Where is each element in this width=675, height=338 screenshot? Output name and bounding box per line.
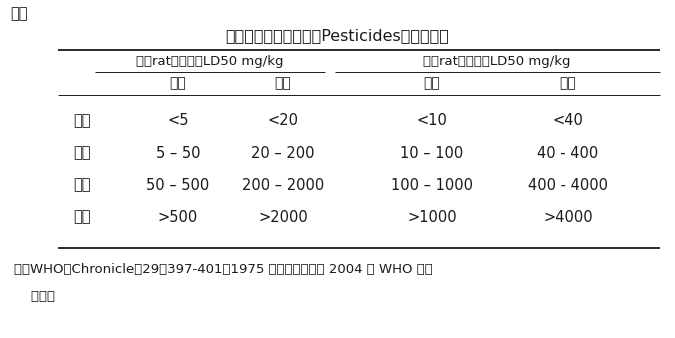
Text: <20: <20 [267, 114, 298, 128]
Text: 鼠（rat）經口服LD50 mg/kg: 鼠（rat）經口服LD50 mg/kg [136, 54, 284, 68]
Text: <5: <5 [167, 114, 189, 128]
Text: >1000: >1000 [407, 210, 457, 224]
Text: 指引。: 指引。 [14, 290, 55, 303]
Text: <10: <10 [416, 114, 448, 128]
Text: 40 - 400: 40 - 400 [537, 145, 599, 161]
Text: 高毒: 高毒 [73, 145, 90, 161]
Text: 極毒: 極毒 [73, 114, 90, 128]
Text: 50 – 500: 50 – 500 [146, 177, 210, 193]
Text: >500: >500 [158, 210, 198, 224]
Text: 表一: 表一 [10, 6, 28, 21]
Text: 200 – 2000: 200 – 2000 [242, 177, 324, 193]
Text: 20 – 200: 20 – 200 [251, 145, 315, 161]
Text: 鼠（rat）經皮膚LD50 mg/kg: 鼠（rat）經皮膚LD50 mg/kg [423, 54, 571, 68]
Text: 10 – 100: 10 – 100 [400, 145, 464, 161]
Text: 5 – 50: 5 – 50 [156, 145, 200, 161]
Text: 液體: 液體 [275, 76, 292, 90]
Text: 液體: 液體 [560, 76, 576, 90]
Text: 固體: 固體 [424, 76, 440, 90]
Text: 固體: 固體 [169, 76, 186, 90]
Text: 400 - 4000: 400 - 4000 [528, 177, 608, 193]
Text: 輕毒: 輕毒 [73, 210, 90, 224]
Text: 註：WHO，Chronicle，29：397-401，1975 年；該分類納入 2004 年 WHO 分類: 註：WHO，Chronicle，29：397-401，1975 年；該分類納入 … [14, 263, 433, 276]
Text: >4000: >4000 [543, 210, 593, 224]
Text: 100 – 1000: 100 – 1000 [391, 177, 473, 193]
Text: 世界衛生組織殺蟲劑（Pesticides）毒性分類: 世界衛生組織殺蟲劑（Pesticides）毒性分類 [225, 28, 450, 43]
Text: <40: <40 [553, 114, 583, 128]
Text: 中毒: 中毒 [73, 177, 90, 193]
Text: >2000: >2000 [258, 210, 308, 224]
